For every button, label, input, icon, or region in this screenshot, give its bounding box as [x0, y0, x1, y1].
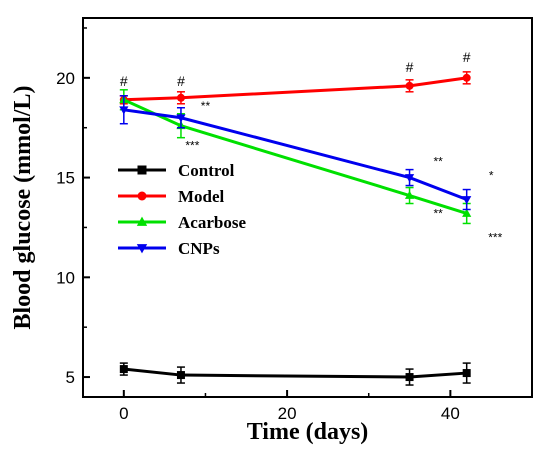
data-point [176, 371, 185, 380]
series-cnps [119, 95, 472, 211]
legend-label: Control [178, 161, 235, 180]
data-point [176, 114, 186, 123]
y-tick-label: 10 [56, 268, 75, 287]
series-model [119, 71, 471, 105]
annotation: # [120, 73, 128, 89]
data-point [462, 369, 471, 378]
x-tick-label: 20 [278, 404, 297, 423]
legend-label: Model [178, 187, 225, 206]
legend-item-acarbose: Acarbose [118, 213, 246, 232]
legend-marker [136, 216, 148, 226]
significance-annotations: # ###************* [120, 49, 503, 245]
legend-marker [137, 191, 147, 201]
y-tick-label: 15 [56, 169, 75, 188]
x-tick-label: 0 [119, 404, 128, 423]
x-axis-ticks: 0 20 40 [119, 390, 460, 423]
legend: Control Model Acarbose CNPs [118, 161, 246, 258]
data-point [119, 106, 129, 115]
series-control [119, 362, 471, 386]
series-line [123, 367, 467, 379]
annotation: ** [201, 99, 211, 113]
plot-series [119, 71, 472, 386]
data-point [405, 373, 414, 382]
data-point [405, 81, 414, 90]
data-point [404, 190, 415, 199]
plot-frame [82, 17, 533, 398]
annotation: # [177, 73, 185, 89]
annotation: # [406, 59, 414, 75]
data-point [462, 208, 472, 217]
annotation: # [463, 49, 471, 65]
legend-marker [136, 244, 148, 254]
legend-item-cnps: CNPs [118, 239, 220, 258]
data-point [176, 93, 185, 102]
annotation: ** [433, 206, 443, 220]
annotation: * [489, 169, 494, 183]
annotation: *** [185, 139, 199, 153]
x-axis-title: Time (days) [247, 419, 369, 445]
legend-item-model: Model [118, 187, 225, 206]
y-tick-label: 5 [66, 368, 75, 387]
legend-label: Acarbose [178, 213, 246, 232]
annotation: *** [488, 230, 502, 244]
series-acarbose [119, 89, 472, 225]
data-point [404, 174, 415, 183]
y-axis-ticks: 5 10 15 20 [56, 27, 90, 387]
annotation: ** [433, 155, 443, 169]
series-line [123, 108, 468, 201]
data-point [119, 365, 128, 374]
y-tick-label: 20 [56, 69, 75, 88]
series-line [123, 76, 467, 102]
legend-marker [137, 165, 147, 175]
legend-label: CNPs [178, 239, 220, 258]
legend-item-control: Control [118, 161, 235, 180]
data-point [462, 73, 471, 82]
x-tick-label: 40 [441, 404, 460, 423]
y-axis-title: Blood glucose (mmol/L) [10, 86, 36, 330]
data-point [462, 196, 472, 205]
